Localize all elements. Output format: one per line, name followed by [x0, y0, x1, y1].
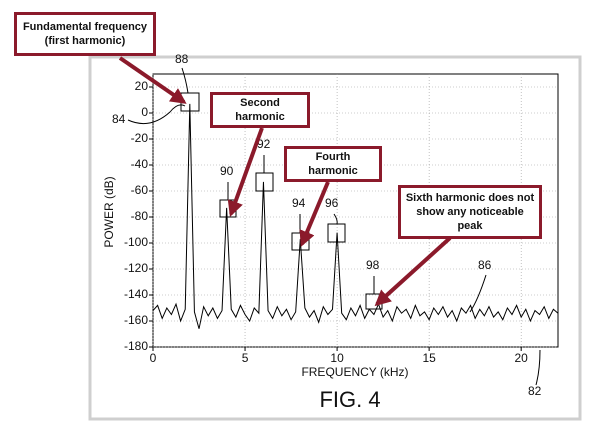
y-tick-label: -140	[124, 287, 148, 301]
leader	[181, 67, 189, 94]
plot-frame	[152, 73, 559, 348]
ref-numeral: 92	[257, 137, 271, 151]
callout: Second harmonic	[210, 92, 310, 128]
spectrum-line	[152, 103, 559, 329]
peak-box	[327, 223, 346, 243]
ref-numeral: 94	[292, 196, 306, 210]
figure-border	[88, 55, 582, 421]
y-tick-label: -60	[131, 183, 149, 197]
callout: Fundamental frequency (first harmonic)	[14, 12, 156, 56]
y-tick-label: -40	[131, 157, 149, 171]
leader	[469, 274, 487, 313]
arrow	[374, 236, 452, 307]
ref-numeral: 86	[478, 258, 492, 272]
x-tick-label: 20	[515, 351, 529, 365]
x-tick-label: 15	[422, 351, 436, 365]
y-tick-label: -100	[124, 235, 148, 249]
y-tick-label: -180	[124, 339, 148, 353]
y-tick-label: -20	[131, 131, 149, 145]
y-tick-label: 0	[141, 105, 148, 119]
peak-box	[255, 172, 274, 192]
arrow	[227, 127, 264, 218]
x-tick-label: 5	[242, 351, 249, 365]
ref-numeral: 98	[366, 258, 380, 272]
figure-title: FIG. 4	[319, 387, 380, 412]
ref-numeral: 88	[175, 52, 189, 66]
ref-numeral: 90	[220, 164, 234, 178]
leader	[535, 349, 541, 386]
x-axis-label: FREQUENCY (kHz)	[301, 365, 408, 379]
arrow	[299, 181, 330, 247]
x-tick-label: 10	[330, 351, 344, 365]
y-tick-label: -120	[124, 261, 148, 275]
arrows	[118, 56, 452, 307]
x-tick-label: 0	[150, 351, 157, 365]
callout: Sixth harmonic does not show any noticea…	[398, 185, 542, 239]
leader	[333, 213, 338, 225]
ref-numeral: 82	[528, 384, 542, 398]
leaders	[127, 67, 541, 386]
arrow	[118, 56, 187, 104]
y-tick-label: 20	[135, 79, 149, 93]
ref-numeral: 84	[112, 112, 126, 126]
leader	[127, 104, 186, 125]
callout: Fourth harmonic	[284, 146, 382, 182]
ref-numeral: 96	[325, 196, 339, 210]
y-tick-label: -80	[131, 209, 149, 223]
y-axis-label: POWER (dB)	[102, 176, 116, 247]
y-tick-label: -160	[124, 313, 148, 327]
